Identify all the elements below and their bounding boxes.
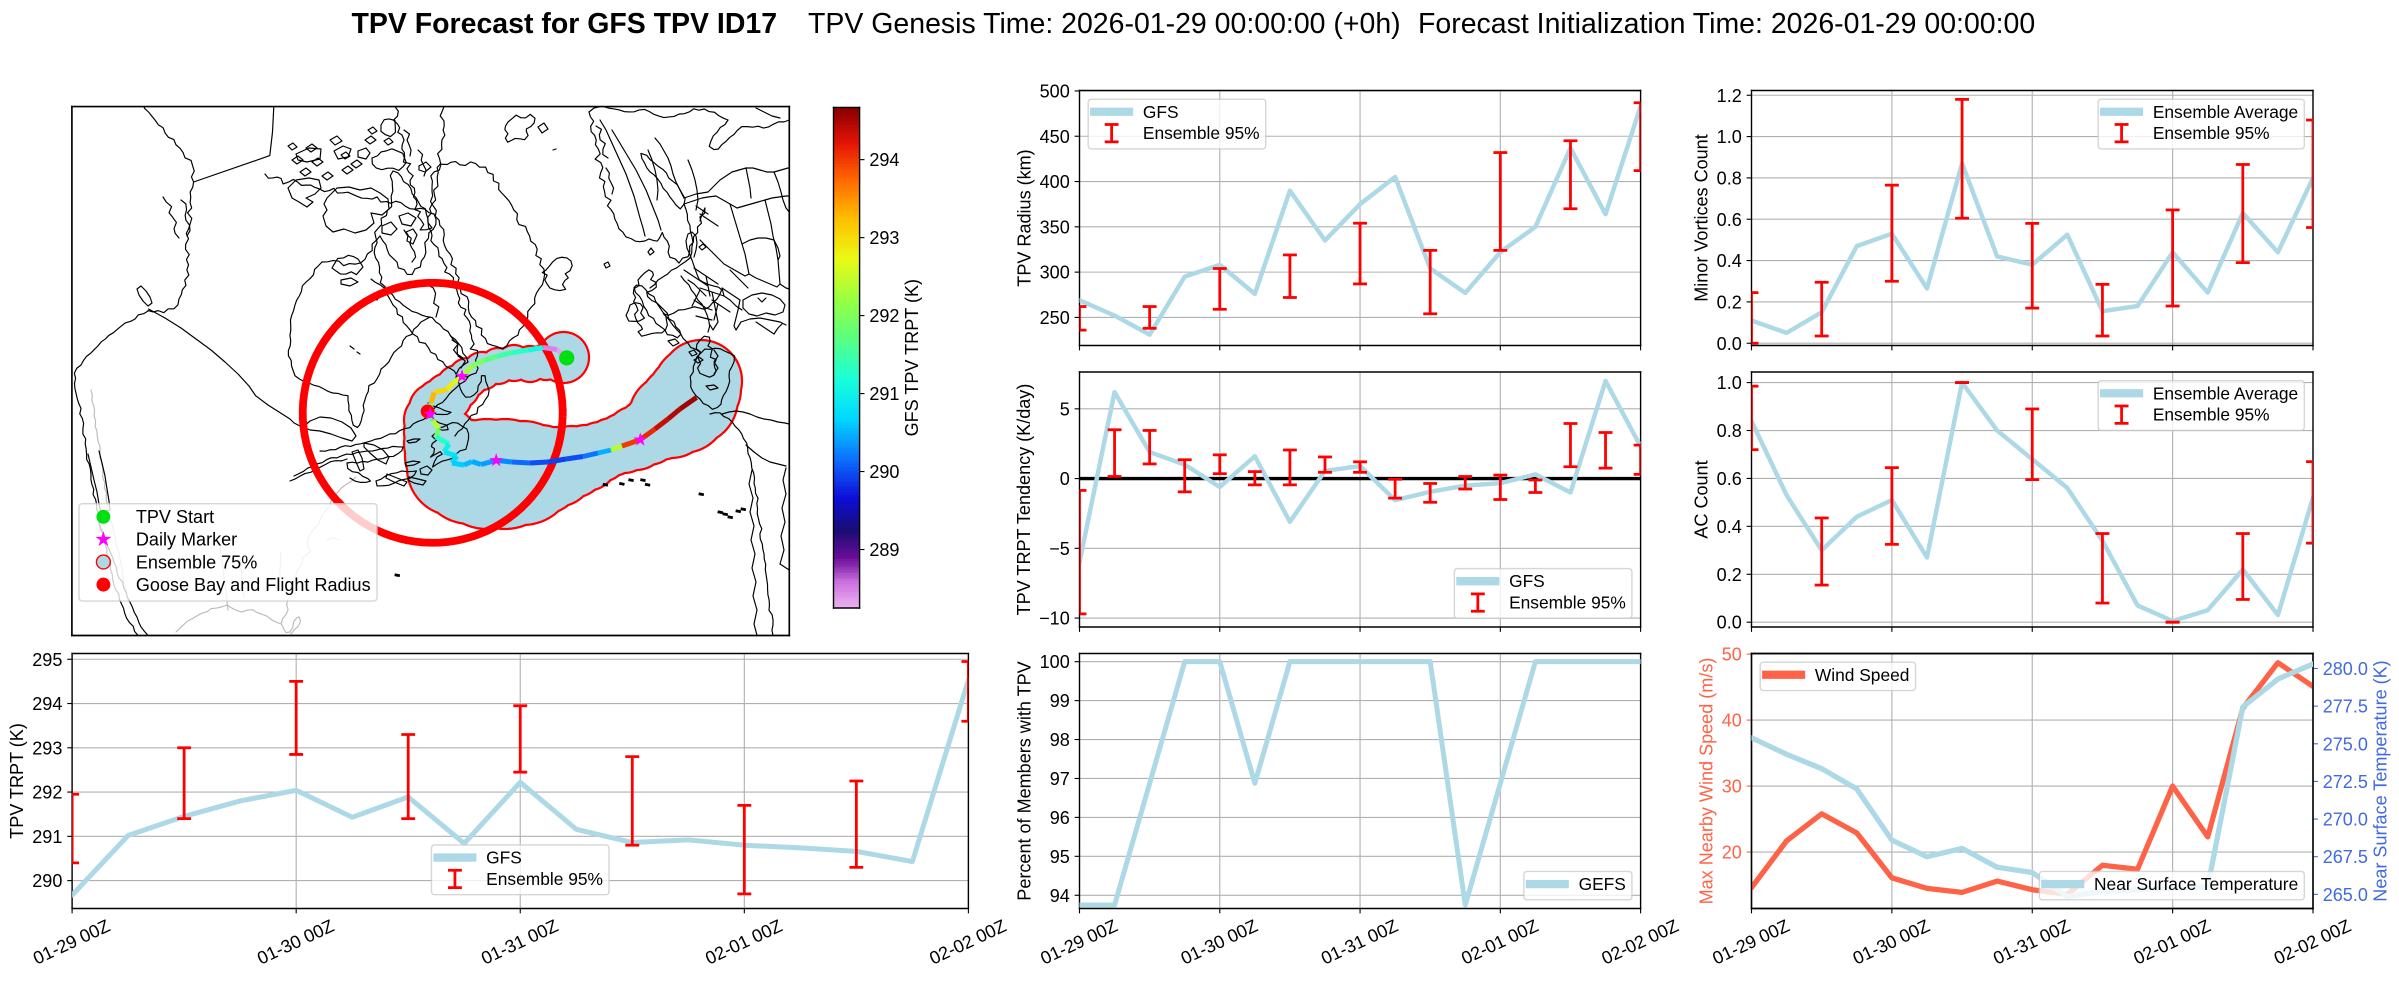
svg-text:0.0: 0.0 (1717, 334, 1742, 354)
svg-text:0: 0 (1060, 469, 1070, 489)
svg-text:0.4: 0.4 (1717, 251, 1742, 271)
svg-text:TPV Genesis Time: 2026-01-29 0: TPV Genesis Time: 2026-01-29 00:00:00 (+… (808, 8, 1401, 40)
svg-text:1.0: 1.0 (1717, 127, 1742, 147)
svg-text:400: 400 (1040, 172, 1070, 192)
svg-text:292: 292 (32, 783, 62, 803)
svg-text:97: 97 (1050, 769, 1070, 789)
svg-text:GFS TPV TRPT (K): GFS TPV TRPT (K) (902, 279, 922, 436)
svg-text:293: 293 (869, 228, 899, 248)
svg-text:292: 292 (869, 306, 899, 326)
svg-text:1.0: 1.0 (1717, 373, 1742, 393)
svg-text:1.2: 1.2 (1717, 86, 1742, 106)
svg-text:50: 50 (1722, 645, 1742, 665)
svg-text:Ensemble 75%: Ensemble 75% (136, 552, 257, 572)
svg-text:294: 294 (869, 150, 899, 170)
svg-text:GFS: GFS (486, 848, 522, 868)
svg-text:Ensemble 95%: Ensemble 95% (1143, 123, 1260, 143)
svg-text:GFS: GFS (1509, 571, 1545, 591)
svg-text:Forecast Initialization Time:: Forecast Initialization Time: 2026-01-29… (1418, 8, 2035, 40)
svg-text:275.0: 275.0 (2323, 734, 2368, 754)
svg-text:293: 293 (32, 738, 62, 758)
svg-text:TPV TRPT (K): TPV TRPT (K) (7, 723, 27, 839)
svg-text:GFS: GFS (1143, 102, 1179, 122)
svg-text:−5: −5 (1049, 539, 1070, 559)
svg-text:Wind Speed: Wind Speed (1815, 665, 1910, 685)
svg-text:5: 5 (1060, 399, 1070, 419)
svg-text:290: 290 (869, 462, 899, 482)
svg-text:300: 300 (1040, 263, 1070, 283)
svg-text:95: 95 (1050, 847, 1070, 867)
svg-text:277.5: 277.5 (2323, 697, 2368, 717)
svg-text:TPV Start: TPV Start (136, 507, 214, 527)
svg-text:500: 500 (1040, 81, 1070, 101)
svg-text:0.8: 0.8 (1717, 168, 1742, 188)
svg-text:294: 294 (32, 694, 62, 714)
svg-text:96: 96 (1050, 808, 1070, 828)
svg-text:100: 100 (1040, 652, 1070, 672)
svg-text:AC Count: AC Count (1691, 460, 1711, 538)
svg-text:267.5: 267.5 (2323, 847, 2368, 867)
svg-text:−10: −10 (1039, 609, 1070, 629)
svg-text:Daily Marker: Daily Marker (136, 530, 237, 550)
svg-text:289: 289 (869, 540, 899, 560)
svg-text:0.6: 0.6 (1717, 210, 1742, 230)
svg-text:0.4: 0.4 (1717, 517, 1742, 537)
svg-text:40: 40 (1722, 711, 1742, 731)
svg-text:Minor Vortices Count: Minor Vortices Count (1691, 134, 1711, 302)
svg-text:250: 250 (1040, 308, 1070, 328)
svg-text:GEFS: GEFS (1579, 874, 1626, 894)
svg-text:Max Nearby Wind Speed (m/s): Max Nearby Wind Speed (m/s) (1696, 658, 1716, 905)
svg-text:TPV Radius (km): TPV Radius (km) (1014, 149, 1034, 286)
svg-text:265.0: 265.0 (2323, 885, 2368, 905)
svg-text:Ensemble 95%: Ensemble 95% (1509, 593, 1626, 613)
svg-text:280.0: 280.0 (2323, 659, 2368, 679)
svg-text:290: 290 (32, 871, 62, 891)
svg-text:Goose Bay and Flight Radius: Goose Bay and Flight Radius (136, 575, 371, 595)
svg-text:99: 99 (1050, 691, 1070, 711)
svg-text:0.6: 0.6 (1717, 469, 1742, 489)
svg-text:291: 291 (32, 827, 62, 847)
svg-text:94: 94 (1050, 886, 1070, 906)
svg-text:291: 291 (869, 384, 899, 404)
svg-text:20: 20 (1722, 843, 1742, 863)
svg-text:272.5: 272.5 (2323, 772, 2368, 792)
svg-text:Ensemble 95%: Ensemble 95% (2153, 123, 2270, 143)
svg-text:Ensemble 95%: Ensemble 95% (2153, 405, 2270, 425)
svg-text:450: 450 (1040, 127, 1070, 147)
svg-text:30: 30 (1722, 777, 1742, 797)
svg-text:295: 295 (32, 650, 62, 670)
svg-text:0.0: 0.0 (1717, 613, 1742, 633)
svg-text:TPV Forecast for GFS TPV ID17: TPV Forecast for GFS TPV ID17 (352, 8, 778, 40)
svg-text:98: 98 (1050, 730, 1070, 750)
svg-text:Ensemble Average: Ensemble Average (2153, 383, 2298, 403)
svg-text:Ensemble Average: Ensemble Average (2153, 102, 2298, 122)
svg-text:Ensemble 95%: Ensemble 95% (486, 869, 603, 889)
svg-text:Percent of Members with TPV: Percent of Members with TPV (1014, 661, 1034, 900)
svg-text:0.2: 0.2 (1717, 565, 1742, 585)
svg-text:0.8: 0.8 (1717, 421, 1742, 441)
svg-text:TPV TRPT Tendency (K/day): TPV TRPT Tendency (K/day) (1014, 384, 1034, 616)
svg-text:Near Surface Temperature (K): Near Surface Temperature (K) (2371, 660, 2391, 901)
svg-text:Near Surface Temperature: Near Surface Temperature (2094, 874, 2298, 894)
svg-text:0.2: 0.2 (1717, 292, 1742, 312)
svg-text:350: 350 (1040, 217, 1070, 237)
svg-text:270.0: 270.0 (2323, 810, 2368, 830)
